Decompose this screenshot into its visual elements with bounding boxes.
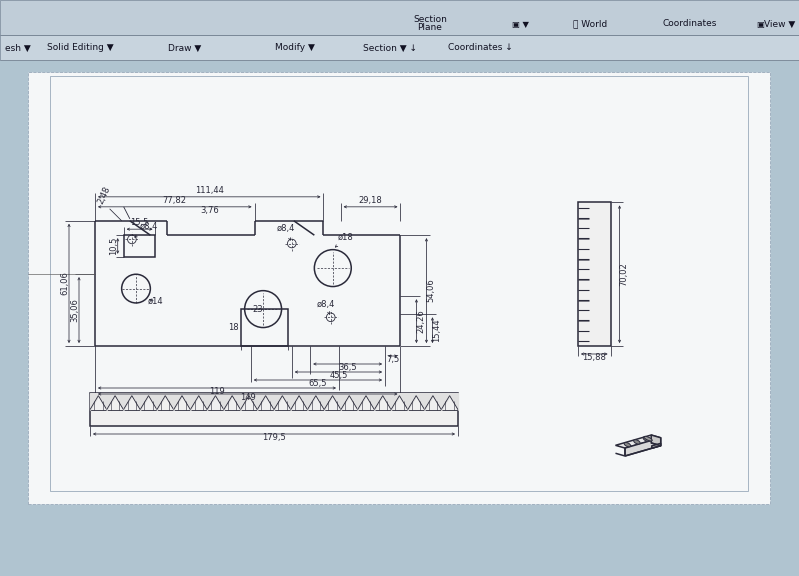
Text: View ▼: View ▼ — [765, 20, 796, 28]
Text: 🌐 World: 🌐 World — [573, 20, 607, 28]
Text: 15,5: 15,5 — [130, 218, 149, 227]
Polygon shape — [652, 444, 661, 448]
Text: Coordinates: Coordinates — [663, 20, 718, 28]
Text: Draw ▼: Draw ▼ — [169, 44, 201, 52]
Text: Plane: Plane — [418, 24, 443, 32]
Text: 18: 18 — [228, 323, 238, 332]
Ellipse shape — [624, 442, 630, 447]
Polygon shape — [625, 438, 661, 456]
Bar — [578, 202, 610, 346]
Text: 23: 23 — [252, 305, 263, 314]
Text: 15,44: 15,44 — [432, 319, 441, 342]
Bar — [50, 76, 748, 491]
Text: ø8,4: ø8,4 — [316, 300, 335, 314]
Text: esh ▼: esh ▼ — [5, 44, 31, 52]
Text: 61,06: 61,06 — [61, 271, 70, 295]
Text: 111,44: 111,44 — [195, 186, 224, 195]
Text: Solid Editing ▼: Solid Editing ▼ — [46, 44, 113, 52]
Text: 15,88: 15,88 — [582, 353, 606, 362]
Text: 45,5: 45,5 — [329, 371, 348, 380]
Ellipse shape — [634, 439, 640, 444]
Ellipse shape — [643, 437, 650, 441]
Text: 36,5: 36,5 — [338, 363, 357, 372]
Text: Section: Section — [413, 16, 447, 25]
Text: 7,5: 7,5 — [386, 355, 400, 364]
Bar — [90, 393, 458, 426]
Text: 10,5: 10,5 — [109, 237, 118, 255]
Text: Coordinates ↓: Coordinates ↓ — [447, 44, 512, 52]
Text: 2,48: 2,48 — [96, 185, 112, 206]
Polygon shape — [651, 435, 661, 446]
Bar — [124, 235, 156, 257]
Text: 29,18: 29,18 — [359, 196, 383, 205]
Text: Modify ▼: Modify ▼ — [275, 44, 315, 52]
Bar — [0, 60, 799, 576]
Polygon shape — [615, 435, 661, 448]
Text: 3,76: 3,76 — [201, 206, 219, 215]
Text: 24,26: 24,26 — [416, 309, 425, 333]
Text: 119: 119 — [209, 387, 225, 396]
Bar — [0, 0, 799, 35]
Text: 70,02: 70,02 — [619, 262, 628, 286]
Text: 179,5: 179,5 — [262, 433, 286, 442]
Text: ø14: ø14 — [148, 297, 164, 306]
Bar — [240, 309, 288, 346]
Text: 54,06: 54,06 — [426, 279, 435, 302]
Text: 35,06: 35,06 — [70, 298, 79, 322]
Text: ø8,4: ø8,4 — [276, 225, 295, 240]
Bar — [28, 72, 770, 504]
Text: ø18: ø18 — [336, 233, 353, 247]
Text: ø8,4: ø8,4 — [135, 222, 158, 237]
Text: ▣: ▣ — [756, 20, 764, 28]
Text: 65,5: 65,5 — [308, 379, 327, 388]
Text: 149: 149 — [240, 393, 256, 402]
Text: ▣ ▼: ▣ ▼ — [511, 20, 528, 28]
Ellipse shape — [644, 437, 652, 441]
Bar — [0, 35, 799, 60]
Text: 77,82: 77,82 — [163, 196, 187, 205]
Text: Section ▼ ↓: Section ▼ ↓ — [363, 44, 417, 52]
